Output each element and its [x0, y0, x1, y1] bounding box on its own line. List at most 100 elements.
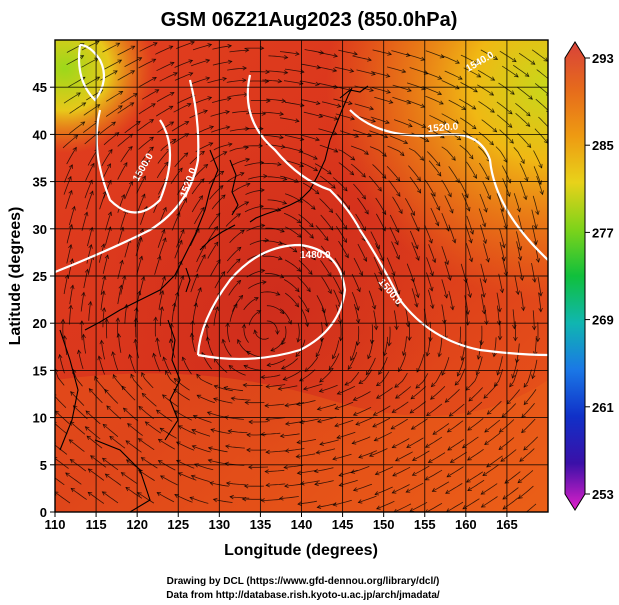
- streamline-arrow: [424, 443, 430, 448]
- streamline-arrow: [517, 256, 523, 261]
- streamline-arrow: [225, 481, 231, 486]
- streamline: [426, 336, 431, 357]
- streamline: [409, 230, 418, 249]
- streamline: [124, 57, 142, 67]
- streamline: [174, 60, 193, 68]
- streamline-arrow: [520, 306, 526, 312]
- streamline: [138, 406, 154, 420]
- streamline: [160, 138, 177, 152]
- streamline: [518, 261, 523, 281]
- streamline: [478, 100, 495, 113]
- streamline: [55, 395, 67, 408]
- streamline-arrow: [496, 320, 502, 326]
- streamline: [516, 231, 522, 251]
- streamline: [499, 228, 505, 248]
- streamline-arrow: [448, 412, 454, 417]
- streamline-arrow: [473, 88, 478, 93]
- streamline: [444, 195, 454, 214]
- streamline: [191, 333, 196, 353]
- streamline: [504, 471, 521, 484]
- streamline-arrow: [538, 291, 543, 297]
- streamline-arrow: [239, 172, 245, 177]
- streamline-arrow: [297, 501, 302, 506]
- streamline: [446, 466, 464, 478]
- streamline: [139, 42, 158, 52]
- streamline-arrow: [465, 478, 471, 483]
- streamline: [321, 276, 332, 294]
- streamline-arrow: [203, 109, 208, 114]
- streamline-arrow: [514, 73, 519, 78]
- streamline-arrow: [349, 68, 355, 73]
- streamline: [477, 69, 495, 81]
- streamline: [299, 418, 319, 423]
- streamline: [428, 452, 446, 463]
- streamline-arrow: [225, 125, 231, 130]
- streamline-arrow: [70, 487, 76, 493]
- streamline-arrow: [138, 405, 143, 411]
- streamline: [101, 340, 106, 360]
- streamline: [105, 226, 111, 246]
- streamline: [247, 175, 268, 180]
- streamline-arrow: [184, 121, 190, 126]
- streamline-arrow: [500, 457, 506, 462]
- streamline-arrow: [265, 69, 270, 75]
- streamline: [278, 385, 298, 390]
- x-tick-label: 135: [250, 517, 272, 532]
- streamline-arrow: [149, 119, 154, 124]
- streamline-arrow: [279, 134, 284, 140]
- streamline: [441, 246, 449, 265]
- streamline: [297, 276, 311, 292]
- streamline-arrow: [141, 275, 146, 281]
- streamline: [424, 179, 436, 197]
- streamline-arrow: [347, 365, 352, 371]
- streamline: [229, 229, 245, 243]
- streamline: [408, 165, 421, 181]
- streamline: [254, 330, 269, 340]
- streamline-arrow: [225, 110, 231, 115]
- streamline-arrow: [68, 243, 73, 249]
- streamline-arrow: [394, 383, 399, 388]
- streamline: [212, 61, 232, 66]
- streamline-arrow: [351, 440, 357, 445]
- streamline: [388, 180, 401, 197]
- streamline-arrow: [451, 156, 456, 161]
- streamline: [387, 66, 406, 73]
- streamline: [391, 241, 400, 260]
- x-tick-label: 130: [208, 517, 230, 532]
- streamline-arrow: [396, 290, 401, 295]
- streamline: [99, 121, 116, 135]
- streamline: [98, 356, 105, 375]
- streamline-arrow: [213, 384, 219, 390]
- streamline-arrow: [437, 171, 442, 177]
- streamline-arrow: [444, 398, 450, 403]
- streamline-arrow: [233, 303, 238, 309]
- streamline-arrow: [152, 77, 157, 82]
- streamline-arrow: [224, 415, 229, 420]
- streamline-arrow: [336, 434, 341, 440]
- x-axis-title: Longitude (degrees): [224, 542, 378, 559]
- streamline-arrow: [502, 495, 508, 500]
- streamline: [87, 227, 93, 247]
- streamline: [229, 303, 238, 322]
- streamline-arrow: [334, 423, 339, 428]
- streamline-arrow: [264, 237, 270, 243]
- streamline: [262, 79, 282, 82]
- streamline-arrow: [368, 452, 374, 457]
- streamline-arrow: [471, 105, 477, 110]
- streamline-arrow: [350, 469, 356, 474]
- streamline-arrow: [344, 253, 349, 259]
- streamline: [64, 164, 73, 183]
- streamline: [120, 93, 138, 105]
- streamline: [465, 224, 472, 243]
- streamline: [449, 403, 465, 417]
- streamline: [176, 229, 185, 248]
- streamline: [125, 440, 142, 453]
- streamline-arrow: [282, 376, 288, 381]
- streamline: [283, 370, 301, 380]
- streamline: [182, 357, 192, 375]
- streamline-arrow: [472, 174, 477, 179]
- streamline: [158, 237, 166, 257]
- streamline-arrow: [214, 241, 219, 247]
- streamline-arrow: [283, 70, 289, 75]
- streamline-arrow: [69, 421, 75, 426]
